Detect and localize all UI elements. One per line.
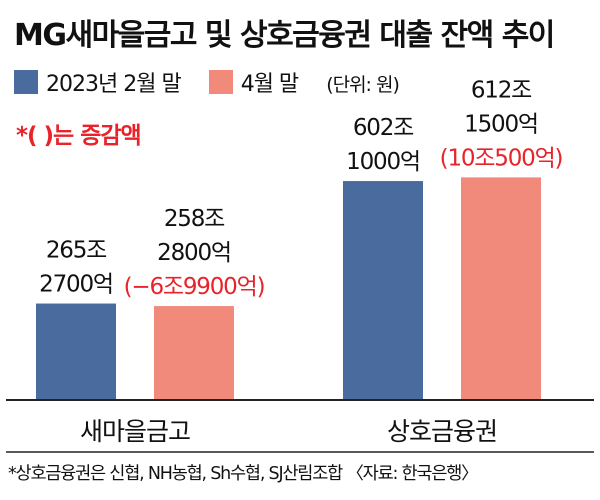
- data-label-0-1-0: 258조: [164, 206, 224, 232]
- data-label-1-1-0: 612조: [471, 77, 531, 103]
- data-label-0-0-0: 265조: [46, 238, 106, 264]
- data-label-0-0-1: 2700억: [39, 272, 113, 298]
- legend-swatch-feb: [14, 70, 38, 94]
- change-label-1-1: (10조500억): [440, 145, 563, 171]
- data-label-1-1-1: 1500억: [464, 111, 538, 137]
- legend-label-apr: 4월 말: [240, 72, 299, 97]
- change-label-0-1: (−6조9900억): [124, 274, 265, 300]
- bar-0-0: [36, 303, 116, 400]
- data-label-1-0-1: 1000억: [346, 149, 420, 175]
- category-label-0: 새마을금고: [80, 417, 190, 446]
- footnote: *상호금융권은 신협, NH농협, Sh수협, SJ산림조합 〈자료: 한국은행…: [8, 464, 479, 484]
- unit-label: (단위: 원): [326, 74, 400, 96]
- change-note: *( )는 증감액: [16, 123, 142, 149]
- legend-label-feb: 2023년 2월 말: [46, 72, 182, 97]
- legend-swatch-apr: [208, 70, 233, 94]
- bar-0-1: [154, 306, 234, 400]
- legend-item-apr: 4월 말: [208, 66, 299, 98]
- legend: 2023년 2월 말 4월 말 (단위: 원): [14, 66, 400, 98]
- bar-1-0: [343, 181, 423, 400]
- chart-title: MG새마을금고 및 상호금융권 대출 잔액 추이: [14, 18, 555, 53]
- data-label-0-1-1: 2800억: [157, 240, 231, 266]
- category-label-1: 상호금융권: [387, 417, 497, 446]
- legend-item-feb: 2023년 2월 말: [14, 66, 182, 98]
- bar-1-1: [461, 177, 541, 400]
- data-label-1-0-0: 602조: [353, 115, 413, 141]
